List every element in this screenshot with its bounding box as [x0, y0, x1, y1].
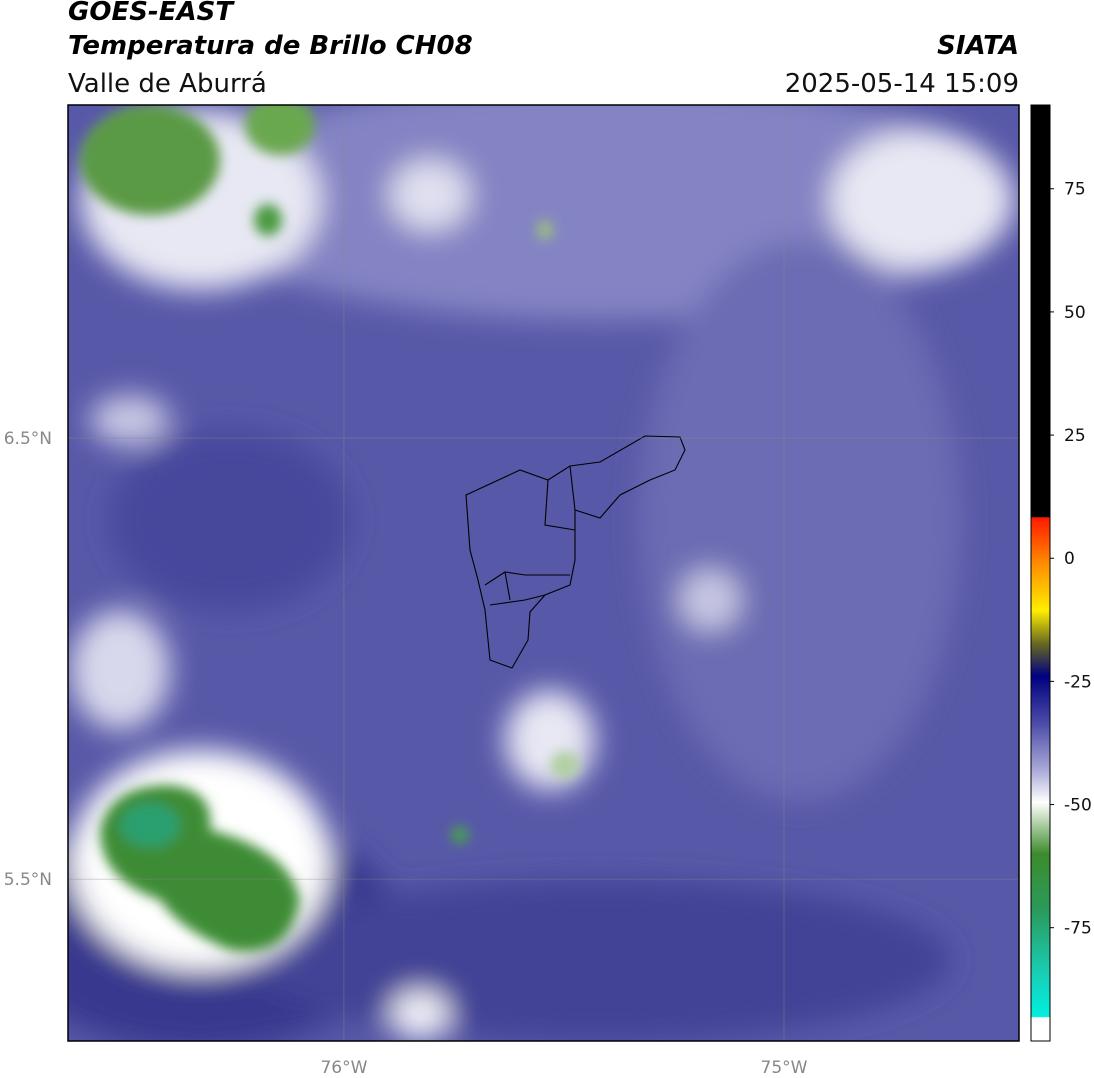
colorbar-tick-label: 0: [1064, 549, 1075, 569]
colorbar: [1030, 104, 1051, 1042]
y-tick-label: 5.5°N: [4, 870, 52, 890]
title: GOES-EAST: [68, 0, 235, 27]
x-tick-label: 76°W: [320, 1058, 367, 1078]
colorbar-tick-label: 50: [1064, 303, 1086, 323]
source: SIATA: [937, 31, 1019, 61]
basin-outline: [465, 435, 686, 669]
map-frame: [67, 104, 1020, 1042]
x-tick-label: 75°W: [761, 1058, 808, 1078]
datetime: 2025-05-14 15:09: [785, 69, 1019, 99]
colorbar-tick-label: -75: [1064, 919, 1092, 939]
colorbar-tick-label: 25: [1064, 426, 1086, 446]
y-tick-label: 6.5°N: [4, 429, 52, 449]
subtitle: Temperatura de Brillo CH08: [68, 31, 473, 61]
grid: [68, 105, 1019, 1041]
satellite-image: [68, 105, 1019, 1041]
region: Valle de Aburrá: [68, 69, 267, 99]
colorbar-tick-label: 75: [1064, 180, 1086, 200]
colorbar-tick-label: -25: [1064, 672, 1092, 692]
colorbar-tick-label: -50: [1064, 796, 1092, 816]
